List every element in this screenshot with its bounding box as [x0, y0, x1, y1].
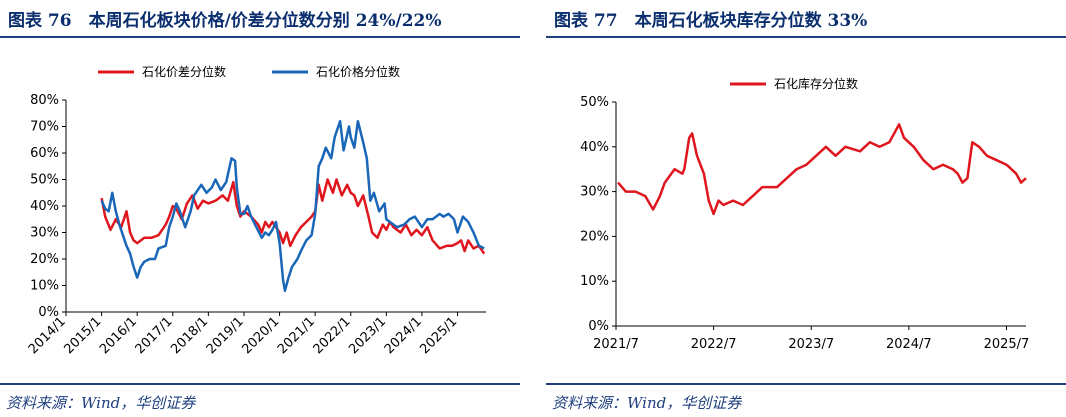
x-tick-label: 2019/1: [204, 314, 247, 357]
series-line-1: [617, 123, 1027, 216]
y-tick-label: 30%: [30, 226, 59, 241]
x-tick-label: 2015/1: [61, 314, 104, 357]
source-note: 资料来源：Wind，华创证券: [6, 394, 196, 412]
x-tick-label: 2021/1: [275, 314, 318, 357]
y-tick-label: 0%: [588, 319, 609, 334]
x-tick-label: 2021/7: [593, 337, 639, 352]
x-tick-label: 2022/1: [311, 314, 354, 357]
figure-title: 图表 76 本周石化板块价格/价差分位数分别 24%/22%: [8, 11, 442, 31]
y-tick-label: 10%: [30, 279, 59, 294]
y-tick-label: 50%: [30, 173, 59, 188]
x-tick-label: 2025/1: [417, 314, 460, 357]
y-tick-label: 30%: [580, 185, 609, 200]
legend-label: 石化价差分位数: [142, 64, 226, 79]
y-tick-label: 20%: [580, 229, 609, 244]
x-tick-label: 2024/7: [886, 337, 932, 352]
legend: 石化价差分位数 石化价格分位数: [98, 64, 400, 79]
y-tick-label: 40%: [30, 199, 59, 214]
y-tick-label: 0%: [38, 305, 59, 320]
x-tick-label: 2023/1: [346, 314, 389, 357]
x-tick-label: 2023/7: [788, 337, 834, 352]
y-tick-label: 10%: [580, 274, 609, 289]
y-tick-label: 70%: [30, 120, 59, 135]
title-rule: [0, 36, 520, 38]
x-tick-label: 2022/7: [691, 337, 737, 352]
panel-price-spread: 图表 76 本周石化板块价格/价差分位数分别 24%/22% 0% 10% 20% 3…: [0, 0, 520, 417]
panel-inventory: 图表 77 本周石化板块库存分位数 33% 0% 10% 20% 30% 40% 50% 2…: [546, 0, 1066, 417]
x-tick-label: 2016/1: [97, 314, 140, 357]
chart-price-spread: 0%10%20%30%40%50%60%70%80%2014/12015/120…: [26, 64, 486, 357]
x-tick-label: 2020/1: [239, 314, 282, 357]
x-tick-label: 2014/1: [26, 314, 69, 357]
axes: 0% 10% 20% 30% 40% 50% 2021/7 2022/7 2023/7 2024/…: [580, 95, 1029, 352]
x-tick-label: 2024/1: [382, 314, 425, 357]
legend-label: 石化库存分位数: [774, 76, 858, 91]
y-tick-label: 50%: [580, 95, 609, 110]
y-tick-label: 60%: [30, 146, 59, 161]
legend: 石化库存分位数: [730, 76, 858, 91]
x-tick-label: 2025/7: [984, 337, 1030, 352]
source-rule: [0, 383, 520, 385]
y-tick-label: 80%: [30, 93, 59, 108]
chart-inventory: 0% 10% 20% 30% 40% 50% 2021/7 2022/7 2023/7 2024/…: [580, 76, 1029, 352]
y-tick-label: 40%: [580, 140, 609, 155]
title-rule: [546, 36, 1066, 38]
legend-label: 石化价格分位数: [316, 64, 400, 79]
source-rule: [546, 383, 1066, 385]
x-tick-label: 2018/1: [168, 314, 211, 357]
x-tick-label: 2017/1: [133, 314, 176, 357]
series-line-1: [100, 178, 486, 255]
figure-title: 图表 77 本周石化板块库存分位数 33%: [554, 11, 868, 31]
source-note: 资料来源：Wind，华创证券: [552, 394, 742, 412]
series-line-2: [100, 119, 485, 293]
y-tick-label: 20%: [30, 252, 59, 267]
